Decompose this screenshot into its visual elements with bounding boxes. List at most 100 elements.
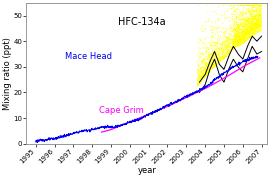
Point xyxy=(223,46,227,49)
Point xyxy=(227,45,232,48)
Point xyxy=(236,29,241,32)
Point xyxy=(234,43,238,46)
Point xyxy=(235,32,239,35)
Point xyxy=(220,46,224,49)
Point xyxy=(201,69,205,71)
Point xyxy=(251,32,255,35)
Point xyxy=(232,27,236,30)
Point xyxy=(221,55,225,58)
Point xyxy=(213,65,217,67)
Point xyxy=(248,31,252,33)
Point xyxy=(250,17,255,20)
Point xyxy=(236,31,241,34)
Point xyxy=(205,63,209,66)
Point xyxy=(212,66,216,68)
Point xyxy=(254,27,259,30)
Point xyxy=(247,24,252,27)
Point xyxy=(259,24,263,27)
Point xyxy=(235,27,239,30)
Point xyxy=(253,30,257,33)
Point xyxy=(223,50,227,53)
Point xyxy=(256,17,261,20)
Point xyxy=(235,34,239,37)
Point xyxy=(250,28,254,31)
Point xyxy=(216,17,221,20)
Point xyxy=(247,17,251,20)
Point xyxy=(242,6,247,8)
Point xyxy=(237,41,242,44)
Point xyxy=(256,16,261,19)
Point xyxy=(235,41,239,44)
Point xyxy=(238,35,242,38)
Point xyxy=(197,81,201,84)
Point xyxy=(253,28,258,31)
Point xyxy=(233,43,238,45)
Point xyxy=(244,11,248,14)
Point xyxy=(212,64,217,67)
Point xyxy=(245,38,250,41)
Point xyxy=(240,13,244,16)
Point xyxy=(240,25,244,28)
Point xyxy=(234,29,238,32)
Point xyxy=(233,41,237,43)
Point xyxy=(251,28,255,30)
Point xyxy=(245,30,250,33)
Point xyxy=(238,4,242,7)
Point xyxy=(210,65,215,68)
Point xyxy=(198,71,203,74)
Point xyxy=(244,33,248,35)
Point xyxy=(214,41,219,44)
Point xyxy=(248,25,252,28)
Point xyxy=(237,34,241,36)
Point xyxy=(247,36,251,39)
Point xyxy=(232,38,236,41)
Point xyxy=(197,70,201,72)
Point xyxy=(208,70,212,73)
Point xyxy=(210,59,214,62)
Point xyxy=(242,37,247,40)
Point xyxy=(203,66,208,69)
Point xyxy=(256,25,260,28)
Point xyxy=(224,52,229,54)
Point xyxy=(203,54,208,57)
Point xyxy=(202,46,207,49)
Point xyxy=(244,20,248,22)
Point xyxy=(240,28,245,31)
Point xyxy=(221,37,225,40)
Point xyxy=(246,36,250,39)
Point xyxy=(238,39,242,41)
Point xyxy=(229,49,233,52)
Point xyxy=(244,7,249,10)
Point xyxy=(248,30,252,33)
Point xyxy=(246,21,250,24)
Point xyxy=(196,56,201,59)
Point xyxy=(227,41,232,44)
Point xyxy=(213,27,217,30)
Point xyxy=(247,29,251,32)
Point xyxy=(243,30,247,33)
Point xyxy=(202,37,206,40)
Point xyxy=(220,13,224,16)
Point xyxy=(254,4,258,7)
Point xyxy=(212,61,216,64)
Point xyxy=(241,4,245,7)
Point xyxy=(248,21,252,23)
Point xyxy=(246,29,250,32)
Point xyxy=(251,34,255,37)
Point xyxy=(245,33,249,36)
Point xyxy=(244,18,248,20)
Point xyxy=(257,18,261,21)
Point xyxy=(242,4,247,7)
Point xyxy=(242,40,247,43)
Point xyxy=(200,26,204,29)
Point xyxy=(232,43,236,46)
Point xyxy=(241,38,245,41)
Point xyxy=(231,47,235,49)
Point xyxy=(217,48,221,50)
Point xyxy=(215,62,220,65)
Point xyxy=(209,69,213,71)
Point xyxy=(250,25,255,28)
Point xyxy=(241,4,245,7)
Point xyxy=(217,55,221,58)
Point xyxy=(199,71,203,74)
